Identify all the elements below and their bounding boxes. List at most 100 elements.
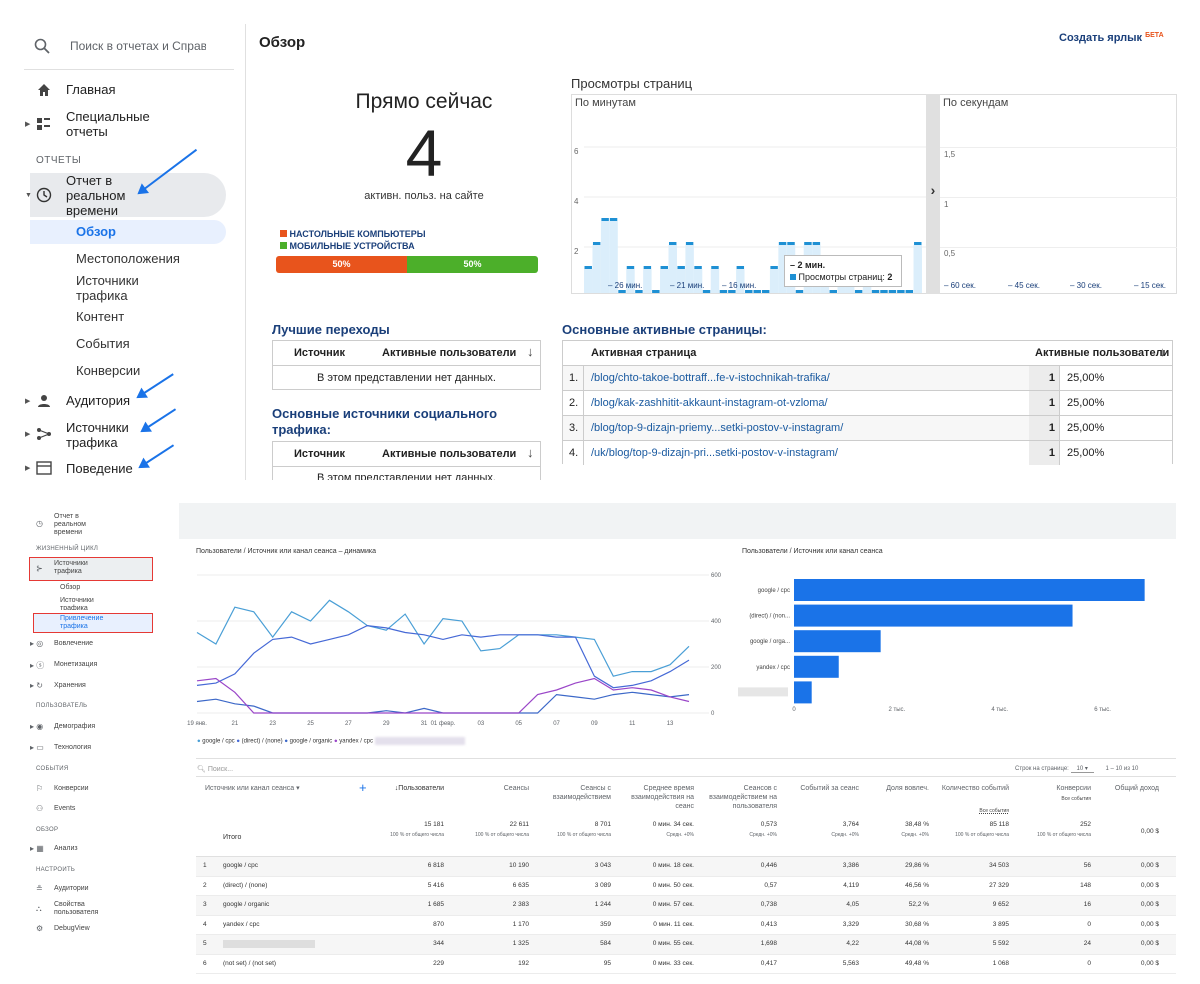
nav-retention[interactable]: Хранения xyxy=(54,682,86,689)
nav-audience[interactable]: Аудитория xyxy=(66,393,131,408)
table-search[interactable]: 🔍︎ Поиск... xyxy=(197,765,233,773)
nav-acquisition[interactable]: Источники трафика xyxy=(54,560,88,575)
table-search-input[interactable]: Поиск... xyxy=(207,766,234,773)
sort-down-icon[interactable]: ↓ xyxy=(527,445,534,460)
pageview-bar[interactable] xyxy=(736,269,745,293)
sort-down-icon[interactable]: ↓ xyxy=(1159,344,1166,359)
nav-acquisition-overview[interactable]: Обзор xyxy=(60,584,81,591)
col-active-users[interactable]: Активные пользователи xyxy=(1035,347,1170,359)
nav-realtime-traffic[interactable]: Источники трафика xyxy=(76,273,139,303)
pageview-bar[interactable] xyxy=(609,221,618,293)
column-header[interactable]: Доля вовлеч. xyxy=(886,785,929,792)
column-header[interactable]: Сеансы с взаимодействием xyxy=(552,785,611,801)
column-header[interactable]: ↓Пользователи xyxy=(394,785,444,792)
nav-traffic-acquisition[interactable]: Привлечение трафика xyxy=(60,615,104,630)
nav-home[interactable]: Главная xyxy=(66,82,116,97)
nav-realtime-content[interactable]: Контент xyxy=(76,309,125,324)
gridline xyxy=(940,147,1177,148)
bar[interactable] xyxy=(794,681,812,704)
pageview-bar[interactable] xyxy=(626,269,635,293)
bar[interactable] xyxy=(794,655,839,678)
nav-monetization[interactable]: Монетизация xyxy=(54,661,98,668)
nav-realtime[interactable]: Отчет в реальном времени xyxy=(54,513,86,536)
pageview-bar[interactable] xyxy=(685,245,694,293)
rows-per-page-select[interactable]: 10 ▾ xyxy=(1070,766,1094,773)
pageview-bar[interactable] xyxy=(693,269,703,293)
pageview-bar[interactable] xyxy=(668,245,677,293)
nav-realtime-events[interactable]: События xyxy=(76,336,130,351)
pageview-bar[interactable] xyxy=(592,245,601,293)
column-header[interactable]: Конверсии xyxy=(1056,785,1091,792)
pageview-bar[interactable] xyxy=(710,269,720,293)
table-row[interactable]: 1. /blog/chto-takoe-bottraff...fe-v-istoc… xyxy=(563,365,1172,390)
table-row[interactable]: 2. /blog/kak-zashhitit-akkaunt-instagram-… xyxy=(563,390,1172,415)
chart-collapse-handle[interactable]: › xyxy=(926,94,940,294)
bar[interactable] xyxy=(794,604,1073,627)
nav-conversions[interactable]: Конверсии xyxy=(54,785,89,792)
nav-user-acquisition[interactable]: Источники трафика xyxy=(60,597,94,610)
nav-realtime-conversions[interactable]: Конверсии xyxy=(76,363,141,378)
nav-behavior[interactable]: Поведение xyxy=(66,461,133,476)
table-row[interactable] xyxy=(196,857,1176,877)
col-active-users[interactable]: Активные пользователи xyxy=(382,347,517,359)
nav-realtime[interactable]: Отчет в реальном времени xyxy=(66,173,126,218)
source-medium[interactable]: (direct) / (none) xyxy=(223,881,268,889)
page-title: Обзор xyxy=(259,34,306,51)
nav-realtime-locations[interactable]: Местоположения xyxy=(76,251,180,266)
total-sub: Средн. +0% xyxy=(901,832,929,838)
column-header[interactable]: Среднее время взаимодействия на сеанс xyxy=(631,785,694,810)
column-header[interactable]: Сеансов с взаимодействием на пользовател… xyxy=(709,785,777,810)
pageview-bar[interactable] xyxy=(778,245,787,293)
page-link[interactable]: /blog/kak-zashhitit-akkaunt-instagram-ot… xyxy=(591,397,828,409)
search-input[interactable]: Поиск в отчетах и Справке xyxy=(70,39,206,53)
pageview-bar[interactable] xyxy=(769,269,779,293)
column-header[interactable]: Общий доход xyxy=(1114,785,1159,792)
nav-user-properties[interactable]: Свойства пользователя xyxy=(54,901,99,916)
nav-engagement[interactable]: Вовлечение xyxy=(54,640,94,647)
nav-realtime-overview[interactable]: Обзор xyxy=(76,224,116,239)
page-link[interactable]: /blog/top-9-dizajn-priemy...setki-postov… xyxy=(591,422,844,434)
pageview-bar[interactable] xyxy=(584,269,593,293)
cell-value: 0,00 $ xyxy=(1140,881,1159,889)
nav-technology[interactable]: Технология xyxy=(54,744,92,751)
source-medium[interactable]: google / organic xyxy=(223,901,270,908)
nav-acquisition[interactable]: Источники трафика xyxy=(66,420,129,450)
pageview-bar[interactable] xyxy=(660,269,669,293)
pageview-bar[interactable] xyxy=(913,245,922,293)
column-header[interactable]: Количество событий xyxy=(941,785,1009,792)
page-link[interactable]: /blog/chto-takoe-bottraff...fe-v-istochn… xyxy=(591,372,830,384)
nav-custom-reports[interactable]: Специальные отчеты xyxy=(66,109,150,139)
table-row[interactable] xyxy=(196,896,1176,916)
bar[interactable] xyxy=(794,630,881,653)
cell-value: 4,119 xyxy=(843,881,859,889)
sort-down-icon[interactable]: ↓ xyxy=(527,344,534,359)
table-row[interactable] xyxy=(196,915,1176,935)
nav-debugview[interactable]: DebugView xyxy=(54,925,90,932)
table-row[interactable]: 3. /blog/top-9-dizajn-priemy...setki-post… xyxy=(563,415,1172,440)
table-row[interactable]: 4. /uk/blog/top-9-dizajn-pri...setki-post… xyxy=(563,440,1172,465)
nav-analysis[interactable]: Анализ xyxy=(54,845,78,852)
pageview-bar[interactable] xyxy=(600,221,610,293)
source-medium[interactable]: (not set) / (not set) xyxy=(223,959,277,967)
pageview-bar[interactable] xyxy=(676,269,686,293)
create-shortcut-link[interactable]: Создать ярлык БЕТА xyxy=(1059,32,1164,44)
col-active-users[interactable]: Активные пользователи xyxy=(382,448,517,460)
pageview-bar[interactable] xyxy=(643,269,652,293)
bar[interactable] xyxy=(794,579,1145,601)
nav-demographics[interactable]: Демография xyxy=(54,723,96,730)
page-link[interactable]: /uk/blog/top-9-dizajn-pri...setki-postov… xyxy=(591,447,838,459)
search-row[interactable]: Поиск в отчетах и Справке xyxy=(24,24,234,70)
column-header[interactable]: Сеансы xyxy=(503,785,529,792)
add-dimension-button[interactable]: + xyxy=(359,780,367,795)
source-medium[interactable]: google / cpc xyxy=(223,862,259,869)
dimension-header[interactable]: Источник или канал сеанса ▾ xyxy=(205,785,300,792)
table-row[interactable] xyxy=(196,954,1176,974)
column-header[interactable]: Событий за сеанс xyxy=(800,785,859,792)
nav-events[interactable]: Events xyxy=(54,805,76,812)
table-row[interactable] xyxy=(196,876,1176,896)
source-medium[interactable]: yandex / cpc xyxy=(223,920,260,928)
nav-audiences[interactable]: Аудитории xyxy=(54,885,89,892)
events-section: СОБЫТИЯ xyxy=(36,766,69,772)
table-row[interactable] xyxy=(196,935,1176,955)
bar-chart-title: Пользователи / Источник или канал сеанса xyxy=(742,548,883,555)
